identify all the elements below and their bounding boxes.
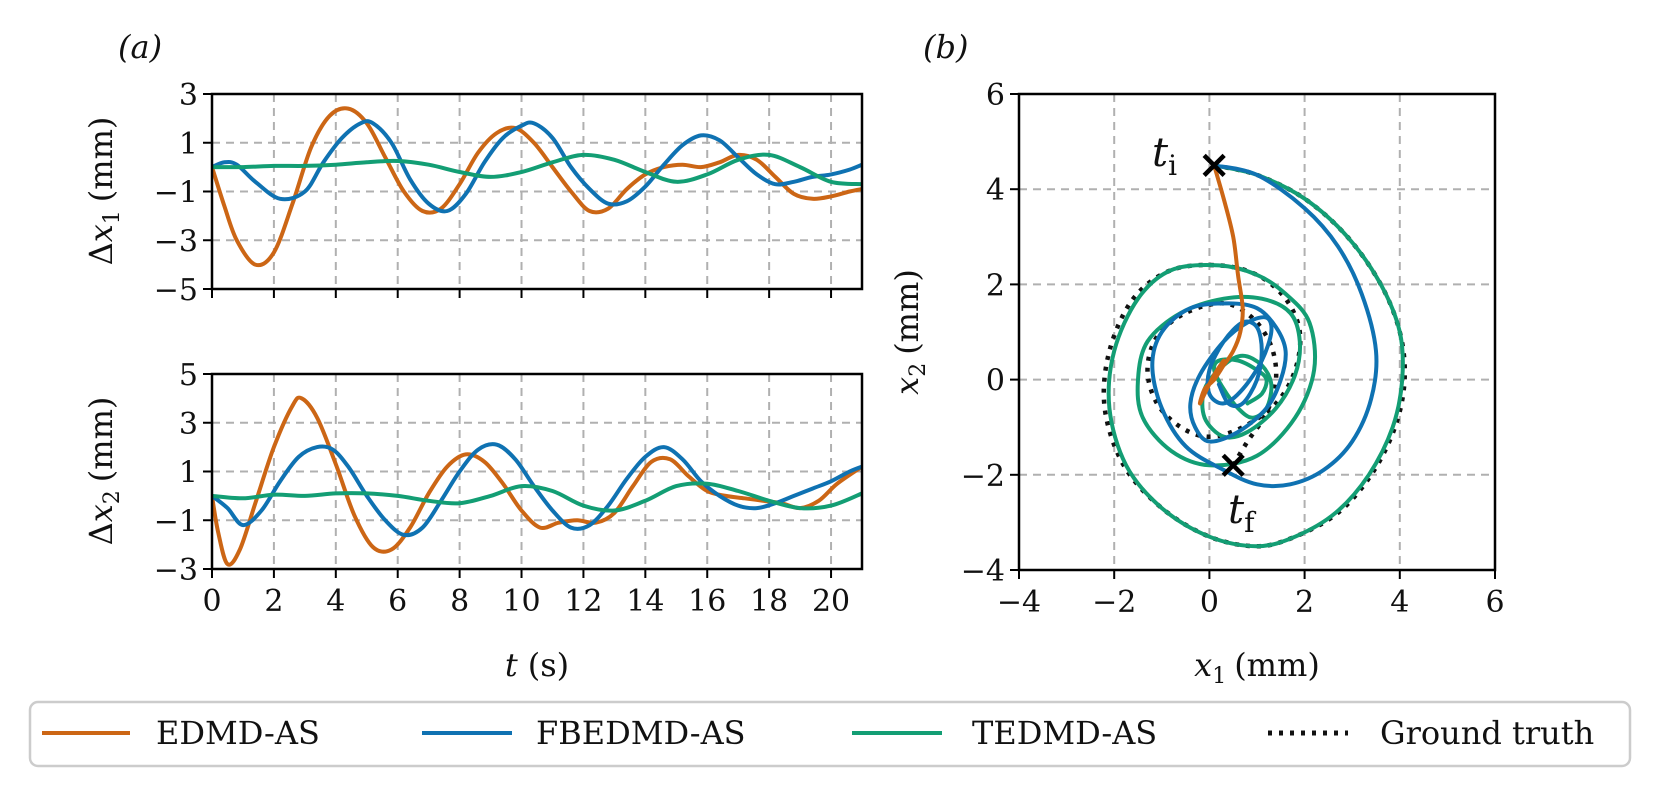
panel-a1-delta-x1: 3 1 −1 −3 −5 Δx1(mm) <box>82 78 864 308</box>
xlabel-b: x1 (mm) <box>1194 646 1320 689</box>
legend-item-edmd: EDMD-AS <box>42 714 320 752</box>
xtick-label-b-0: −4 <box>997 585 1041 620</box>
xtick-label-a2-0: 0 <box>202 584 221 619</box>
ytick-label-a2-2: 1 <box>179 456 198 491</box>
series-line-a2-edmd-as <box>212 395 862 567</box>
legend-label-ground-truth: Ground truth <box>1380 714 1594 752</box>
xtick-label-a2-1: 2 <box>264 584 283 619</box>
series-line-a1-edmd-as <box>212 106 862 268</box>
ytick-label-b-0: 6 <box>986 78 1005 113</box>
xtick-label-a2-9: 18 <box>750 584 788 619</box>
panel-a2-delta-x2: 0 2 4 6 8 10 12 14 16 18 20 5 3 1 −1 −3 Δx2(mm) t (s) <box>82 358 864 684</box>
grid-a1 <box>212 94 862 289</box>
panel-b-phase-portrait: −4 −2 0 2 4 6 6 4 2 0 −2 −4 x2(mm) x1 (mm) ti tf <box>888 78 1505 689</box>
legend-item-tedmd: TEDMD-AS <box>852 714 1157 752</box>
ticks-a2: 0 2 4 6 8 10 12 14 16 18 20 5 3 1 −1 −3 <box>154 358 850 619</box>
ytick-label-a2-3: −1 <box>154 504 198 539</box>
ylabel-a2: Δx2(mm) <box>82 397 125 546</box>
ytick-label-b-2: 2 <box>986 268 1005 303</box>
ytick-label-a1-4: −5 <box>154 273 198 308</box>
legend-item-fbedmd: FBEDMD-AS <box>422 714 746 752</box>
xlabel-a2: t (s) <box>505 646 569 684</box>
series-a2 <box>212 395 862 567</box>
xtick-label-a2-7: 14 <box>626 584 664 619</box>
xtick-label-a2-2: 4 <box>326 584 345 619</box>
xtick-label-b-2: 0 <box>1200 585 1219 620</box>
ytick-label-a2-0: 5 <box>179 358 198 393</box>
ytick-label-a2-4: −3 <box>154 553 198 588</box>
ytick-label-a1-3: −3 <box>154 224 198 259</box>
xtick-label-a2-10: 20 <box>812 584 850 619</box>
panel-label-b: (b) <box>923 28 968 66</box>
ytick-label-a2-1: 3 <box>179 407 198 442</box>
ytick-label-b-1: 4 <box>986 173 1005 208</box>
xtick-label-a2-8: 16 <box>688 584 726 619</box>
legend-item-ground-truth: Ground truth <box>1268 714 1594 752</box>
panel-label-a: (a) <box>118 28 162 66</box>
marker-t-f-cross-icon <box>1221 453 1245 477</box>
xtick-label-b-5: 6 <box>1485 585 1504 620</box>
ytick-label-b-5: −4 <box>961 554 1005 589</box>
axes-frame-b <box>1017 92 1497 572</box>
ytick-label-a1-1: 1 <box>179 127 198 162</box>
legend-label-fbedmd: FBEDMD-AS <box>536 714 746 752</box>
markers-b <box>1202 153 1245 477</box>
series-line-a1-fbedmd-as <box>212 119 862 214</box>
marker-label-tf: tf <box>1228 487 1257 539</box>
series-line-b-edmd-as <box>1197 163 1245 406</box>
series-line-b-fbedmd-as <box>1150 163 1379 489</box>
grid-b <box>1019 94 1495 570</box>
series-b <box>1101 163 1408 549</box>
marker-label-ti: ti <box>1152 130 1177 182</box>
series-line-a2-tedmd-as <box>212 481 862 513</box>
ticks-b: −4 −2 0 2 4 6 6 4 2 0 −2 −4 <box>961 78 1505 620</box>
xtick-label-a2-3: 6 <box>388 584 407 619</box>
ytick-label-a1-0: 3 <box>179 78 198 113</box>
xtick-label-a2-5: 10 <box>502 584 540 619</box>
legend-label-tedmd: TEDMD-AS <box>972 714 1157 752</box>
grid-a2 <box>212 374 862 569</box>
xtick-label-b-1: −2 <box>1092 585 1136 620</box>
ylabel-a1: Δx1(mm) <box>82 117 125 266</box>
series-line-a1-tedmd-as <box>212 152 862 187</box>
xtick-label-b-3: 2 <box>1295 585 1314 620</box>
ticks-a1: 3 1 −1 −3 −5 <box>154 78 833 308</box>
xtick-label-b-4: 4 <box>1390 585 1409 620</box>
marker-t-i-cross-icon <box>1202 153 1226 177</box>
xtick-label-a2-6: 12 <box>564 584 602 619</box>
ytick-label-b-3: 0 <box>986 364 1005 399</box>
legend-label-edmd: EDMD-AS <box>156 714 320 752</box>
ylabel-b: x2(mm) <box>888 269 931 395</box>
legend-frame <box>28 700 1632 768</box>
series-a1 <box>212 106 862 268</box>
series-line-a2-fbedmd-as <box>212 442 862 538</box>
xtick-label-a2-4: 8 <box>450 584 469 619</box>
legend: EDMD-AS FBEDMD-AS TEDMD-AS Ground truth <box>28 700 1632 768</box>
ytick-label-b-4: −2 <box>961 459 1005 494</box>
ytick-label-a1-2: −1 <box>154 176 198 211</box>
